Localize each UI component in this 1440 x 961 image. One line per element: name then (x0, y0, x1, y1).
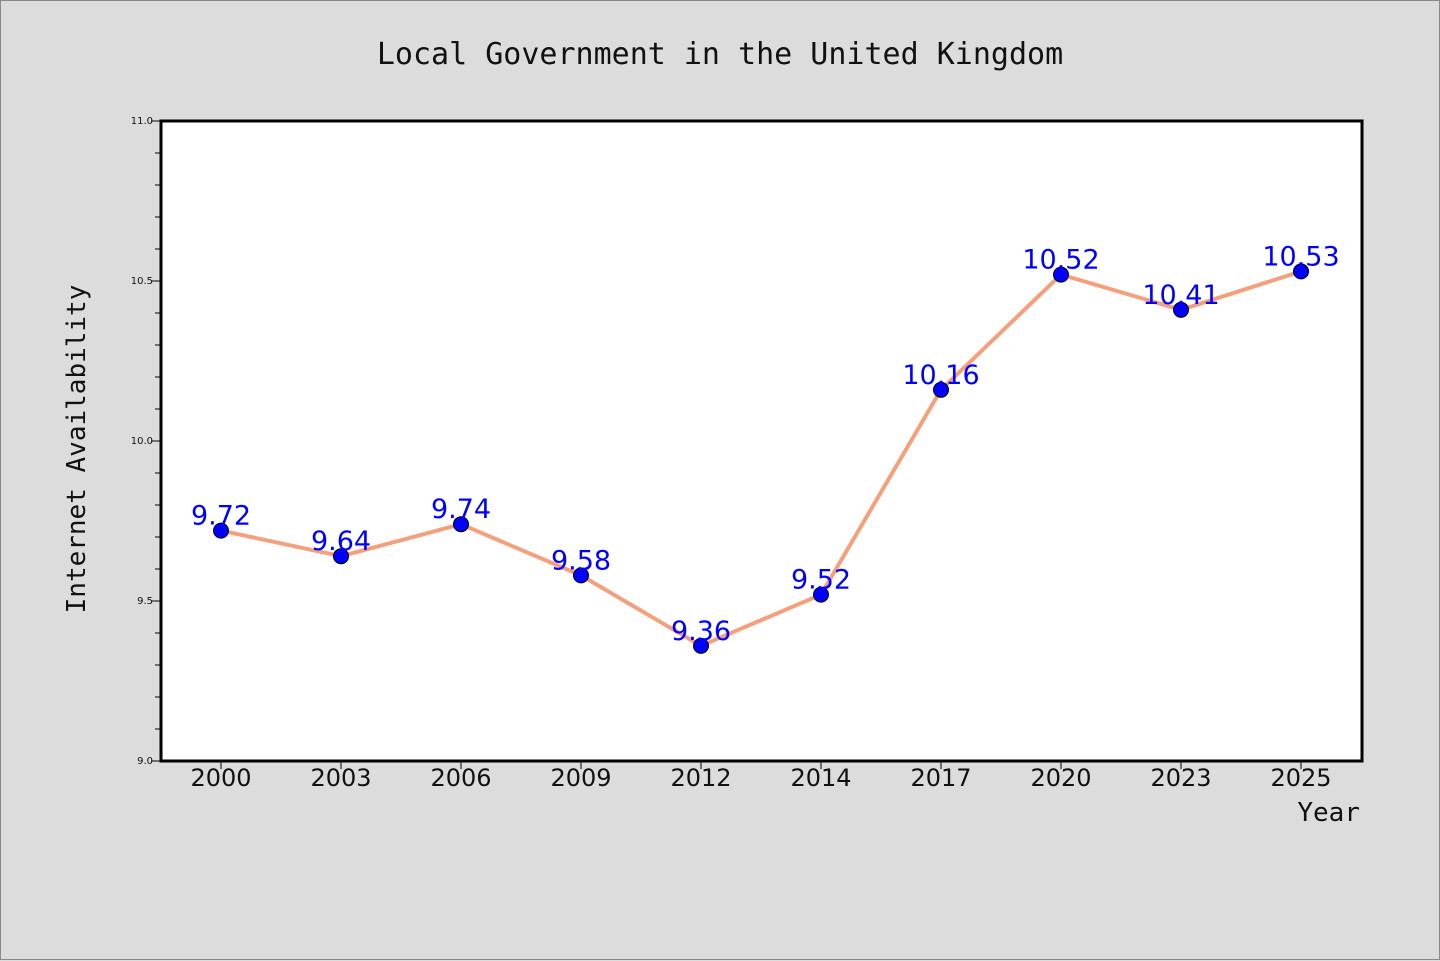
data-point (213, 522, 229, 539)
y-tick-label: 11.0 (131, 116, 153, 127)
series-line (219, 269, 1303, 648)
x-tick-label: 2006 (430, 764, 491, 792)
x-tick-label: 2014 (790, 764, 851, 792)
data-label: 9.58 (551, 545, 611, 576)
data-label: 10.16 (902, 360, 979, 391)
chart-title: Local Government in the United Kingdom (377, 37, 1063, 72)
data-label: 9.64 (311, 526, 371, 557)
x-tick-label: 2025 (1270, 764, 1331, 792)
y-tick-label: 9.5 (137, 596, 153, 607)
data-label: 10.52 (1022, 245, 1099, 276)
data-point (1293, 263, 1309, 280)
x-tick-label: 2020 (1030, 764, 1091, 792)
x-tick-label: 2009 (550, 764, 611, 792)
data-point (333, 548, 349, 565)
x-tick-label: 2000 (190, 764, 251, 792)
x-axis: 2000 2003 2006 2009 2012 2014 2017 2020 2023 2025 (190, 761, 1332, 792)
data-point (1053, 266, 1069, 283)
data-point (573, 567, 589, 584)
x-tick-label: 2003 (310, 764, 371, 792)
data-labels: 9.72 9.64 9.74 9.58 9.36 9.52 10.16 10.52 10.41 1… (191, 241, 1340, 646)
data-point (1173, 301, 1189, 318)
data-point (933, 381, 949, 398)
data-label: 9.36 (671, 616, 731, 647)
series-group (213, 263, 1309, 654)
data-label: 9.52 (791, 565, 851, 596)
y-tick-label: 10.0 (131, 436, 153, 447)
data-point (813, 586, 829, 603)
x-tick-label: 2023 (1150, 764, 1211, 792)
data-label: 10.53 (1262, 241, 1339, 272)
y-tick-label: 9.0 (137, 756, 153, 767)
data-label: 9.74 (431, 494, 491, 525)
data-label: 9.72 (191, 501, 251, 532)
y-tick-label: 10.5 (131, 276, 153, 287)
data-point (453, 516, 469, 533)
plot-area (159, 119, 1364, 763)
y-axis-label: Internet Availability (62, 285, 92, 614)
x-tick-label: 2017 (910, 764, 971, 792)
data-point (693, 637, 709, 654)
x-axis-label: Year (1297, 798, 1360, 828)
y-axis: 9.0 9.5 10.0 10.5 11.0 (131, 116, 161, 767)
x-tick-label: 2012 (670, 764, 731, 792)
data-label: 10.41 (1142, 280, 1219, 311)
